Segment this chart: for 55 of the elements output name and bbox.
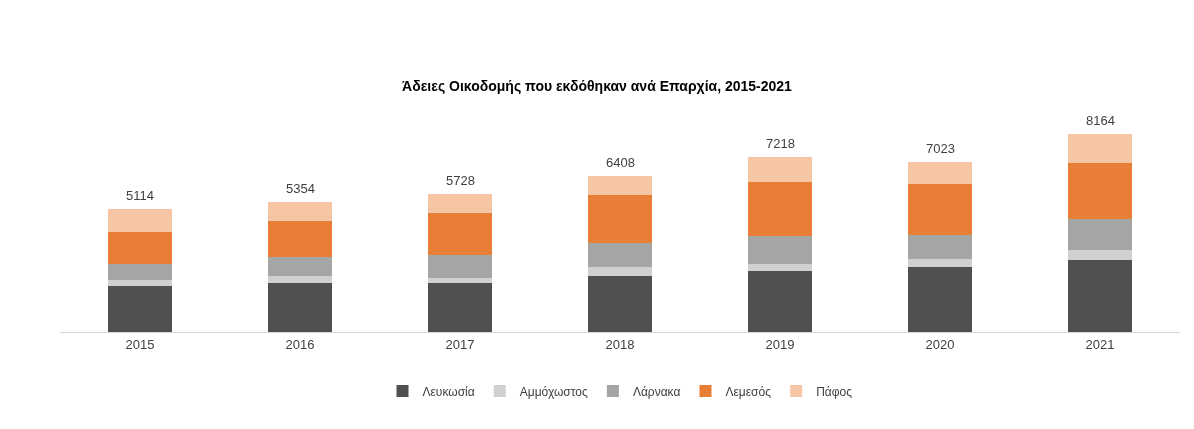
bar xyxy=(908,235,972,260)
bar xyxy=(908,184,972,236)
bar xyxy=(268,276,332,283)
bar xyxy=(268,257,332,277)
x-tick-label: 2015 xyxy=(125,336,155,352)
x-tick-label: 2019 xyxy=(765,336,795,352)
bar xyxy=(908,266,972,332)
bar xyxy=(1068,218,1132,251)
bar xyxy=(268,221,332,258)
bar xyxy=(428,213,492,256)
bar xyxy=(1068,259,1132,332)
legend-label: Αμμόχωστος xyxy=(519,384,588,399)
x-tick-label: 2017 xyxy=(445,336,475,352)
bar xyxy=(748,263,812,271)
bar xyxy=(268,202,332,222)
bar xyxy=(588,243,652,267)
legend-label: Λεμεσός xyxy=(725,384,772,399)
bar xyxy=(908,259,972,267)
x-tick-label: 2021 xyxy=(1085,336,1115,352)
bar xyxy=(588,275,652,332)
bar xyxy=(428,282,492,332)
bar xyxy=(748,236,812,264)
bar xyxy=(1068,133,1132,163)
bar xyxy=(1068,162,1132,219)
bar xyxy=(748,156,812,183)
bar xyxy=(428,255,492,278)
legend-label: Πάφος xyxy=(816,384,853,399)
annotation: 5354 xyxy=(286,181,315,196)
legend-label: Λευκωσία xyxy=(422,384,475,399)
bar xyxy=(108,279,172,287)
bar xyxy=(108,286,172,332)
annotation: 6408 xyxy=(606,155,635,170)
annotation: 7023 xyxy=(926,141,955,156)
bar xyxy=(108,232,172,265)
bar xyxy=(1068,250,1132,260)
annotation: 5728 xyxy=(446,173,475,188)
bar xyxy=(588,266,652,276)
bar xyxy=(428,193,492,214)
x-tick-label: 2020 xyxy=(925,336,955,352)
x-tick-label: 2016 xyxy=(285,336,315,352)
annotation: 7218 xyxy=(766,136,795,151)
bar xyxy=(268,282,332,332)
bar xyxy=(588,176,652,196)
bar xyxy=(428,277,492,283)
annotation: 5114 xyxy=(126,188,154,203)
bar xyxy=(908,161,972,185)
chart-title: Άδειες Οικοδομής που εκδόθηκαν ανά Επαρχία, 2015-2021 xyxy=(402,77,793,94)
legend-label: Λάρνακα xyxy=(632,384,681,399)
x-tick-label: 2018 xyxy=(605,336,635,352)
bar xyxy=(748,182,812,237)
annotation: 8164 xyxy=(1086,113,1115,128)
bar xyxy=(588,195,652,244)
bar xyxy=(108,208,172,233)
bar xyxy=(748,270,812,332)
bar xyxy=(108,264,172,280)
